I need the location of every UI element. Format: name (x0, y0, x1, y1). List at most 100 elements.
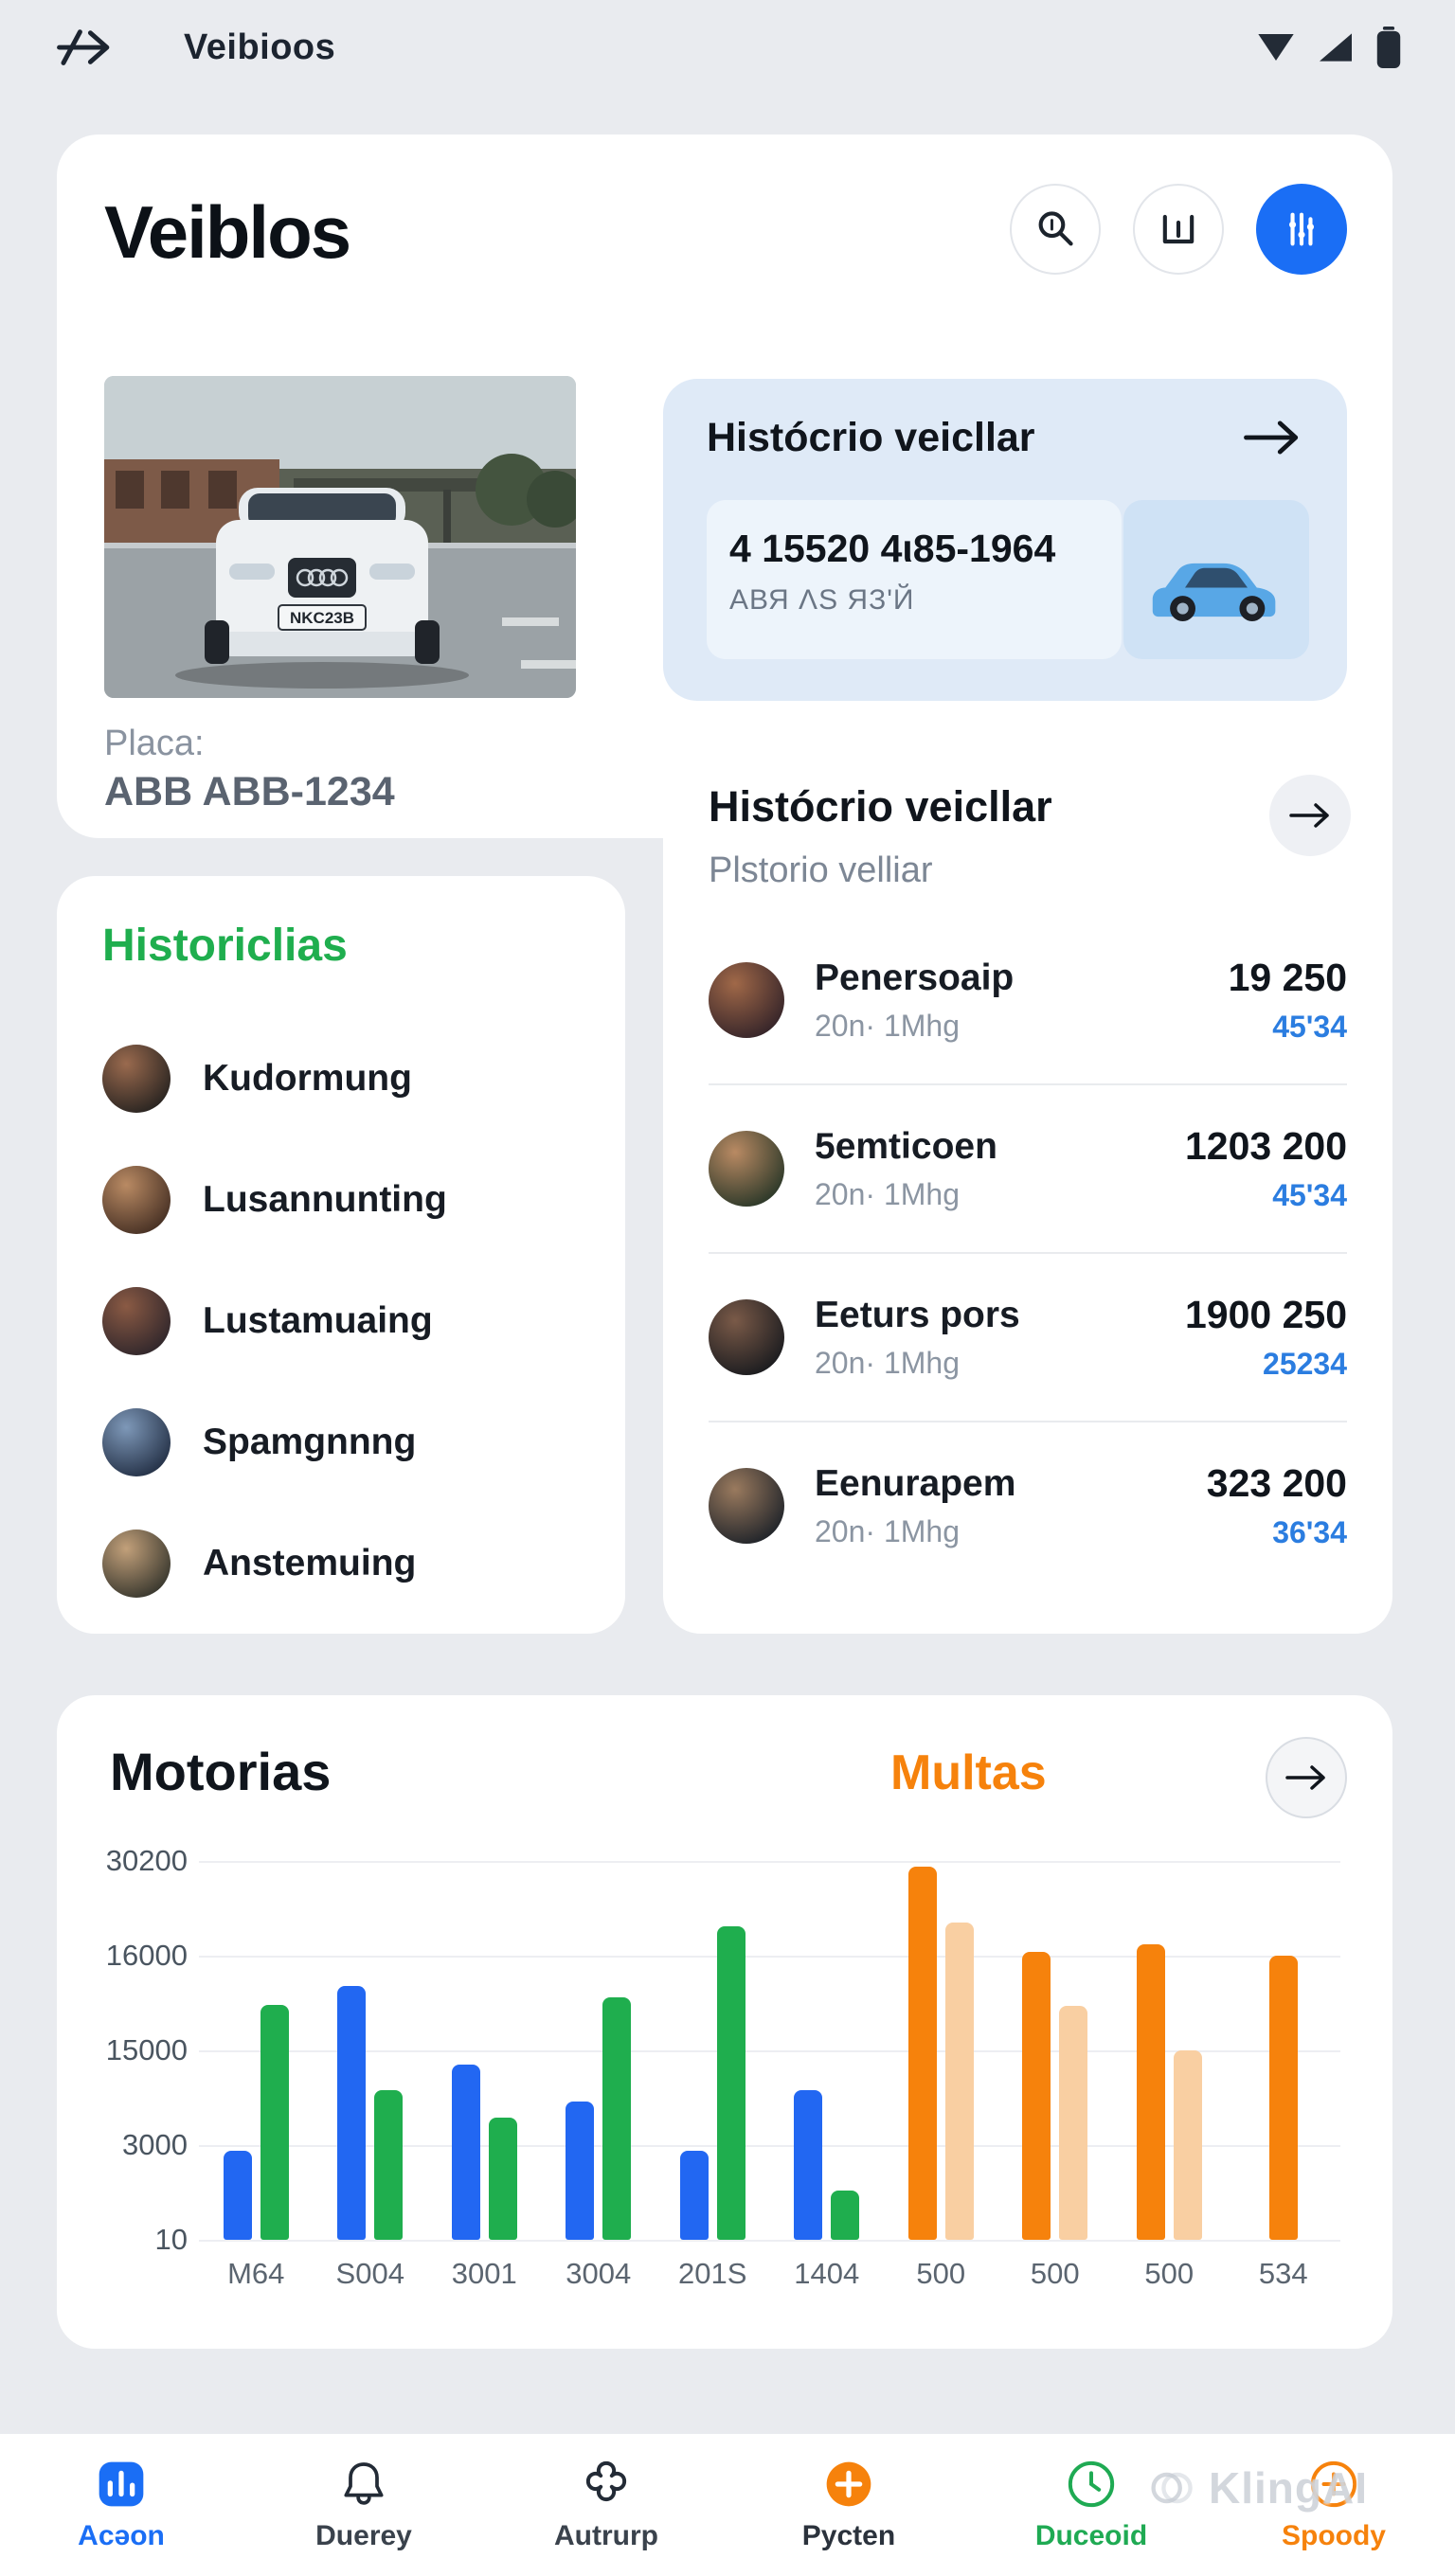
record-subtitle: 20n· 1Mhg (815, 1513, 960, 1548)
records-title: Histócrio veicllar (709, 782, 1052, 831)
bottom-nav: Acǝon Duerey Autrurp Pycten Duceoid Spoody (0, 2434, 1455, 2576)
plus-circle-icon (822, 2458, 875, 2511)
vehicle-records-card: Histócrio veicllar Plstorio velliar Pene… (663, 739, 1392, 1634)
bar-green (831, 2191, 860, 2240)
arrow-right-icon[interactable] (1241, 417, 1303, 458)
chart-category: M64 (199, 1861, 314, 2290)
chart-bars: M64 S004 3001 3004 201S 1404 500 500 500 534 (199, 1861, 1341, 2290)
x-tick-label: 500 (1144, 2257, 1195, 2290)
filter-button[interactable] (1256, 184, 1347, 275)
search-button[interactable] (1010, 184, 1101, 275)
bar-orange (907, 1866, 937, 2240)
clover-icon (580, 2458, 633, 2511)
bar-blue (566, 2102, 595, 2240)
record-row[interactable]: Eenurapem 20n· 1Mhg 323 200 36'34 (709, 1422, 1347, 1589)
bar-green (716, 1926, 745, 2240)
avatar (102, 1166, 171, 1234)
chart-category: S004 (314, 1861, 428, 2290)
record-row[interactable]: Penersoaip 20n· 1Mhg 19 250 45'34 (709, 917, 1347, 1083)
chart-arrow-button[interactable] (1266, 1737, 1347, 1818)
bar-green (602, 1996, 632, 2240)
plus-ring-icon (1307, 2458, 1360, 2511)
avatar (102, 1287, 171, 1355)
row-separator (709, 1083, 1347, 1085)
history-summary-card[interactable]: Histócrio veicllar 4 15520 4ι85-1964 АВЯ… (663, 379, 1347, 701)
bar-orange (1268, 1956, 1298, 2240)
plate-label: Placa: (104, 724, 205, 763)
nav-item-pycten[interactable]: Pycten (728, 2434, 970, 2576)
history-item[interactable]: Spamgnnng (102, 1382, 587, 1503)
page-title: Veiblos (104, 190, 351, 274)
record-subtitle: 20n· 1Mhg (815, 1345, 960, 1380)
record-row[interactable]: 5emticoen 20n· 1Mhg 1203 200 45'34 (709, 1085, 1347, 1252)
historias-title: Historiclias (102, 921, 348, 971)
nav-label: Pycten (801, 2520, 896, 2551)
nav-item-acon[interactable]: Acǝon (0, 2434, 242, 2576)
history-item[interactable]: Anstemuing (102, 1503, 587, 1624)
history-summary-title: Histócrio veicllar (707, 415, 1035, 460)
x-tick-label: 534 (1258, 2257, 1308, 2290)
chart-category: 1404 (770, 1861, 885, 2290)
gridline (199, 2050, 1340, 2052)
chart-category: 534 (1227, 1861, 1341, 2290)
tray-button[interactable] (1133, 184, 1224, 275)
chart-title: Motorias (110, 1742, 332, 1801)
gridline (199, 1861, 1340, 1863)
history-item-label: Spamgnnng (203, 1422, 417, 1462)
records-list: Penersoaip 20n· 1Mhg 19 250 45'34 5emticoen 2… (709, 917, 1347, 1589)
status-bar-title: Veibioos (184, 27, 336, 67)
y-tick-label: 16000 (105, 1939, 188, 1972)
record-subtitle: 20n· 1Mhg (815, 1008, 960, 1043)
historias-card: Historiclias Kudormung Lusannunting Lustam… (57, 876, 625, 1634)
records-subtitle: Plstorio velliar (709, 850, 933, 890)
chart-square-icon (95, 2458, 148, 2511)
nav-label: Duerey (315, 2520, 412, 2551)
chart-category: 500 (884, 1861, 998, 2290)
x-tick-label: M64 (227, 2257, 285, 2290)
car-thumb-icon (1152, 563, 1276, 621)
record-row[interactable]: Eeturs pors 20n· 1Mhg 1900 250 25234 (709, 1254, 1347, 1421)
chart-category: 201S (656, 1861, 770, 2290)
bar-blue (679, 2150, 709, 2240)
header-actions (1010, 184, 1347, 275)
license-plate-text: NKC23B (290, 609, 354, 627)
status-bar: Veibioos (0, 0, 1455, 95)
history-item[interactable]: Kudormung (102, 1018, 587, 1139)
equalizer-icon (1289, 212, 1314, 246)
battery-icon (1375, 27, 1402, 68)
avatar (709, 1131, 784, 1207)
chart-y-axis: 30200 16000 15000 3000 10 (85, 1844, 188, 2256)
x-tick-label: 201S (678, 2257, 747, 2290)
vehicle-thumbnail (1123, 500, 1309, 659)
chart-plot: M64 S004 3001 3004 201S 1404 500 500 500 534 (199, 1861, 1341, 2290)
bar-blue (223, 2150, 252, 2240)
bar-light-orange (1173, 2050, 1202, 2240)
history-item-label: Kudormung (203, 1058, 412, 1099)
history-item[interactable]: Lusannunting (102, 1139, 587, 1261)
gridline (199, 2145, 1340, 2147)
bar-blue (337, 1985, 367, 2240)
history-item[interactable]: Lustamuaing (102, 1261, 587, 1382)
signal-icon (1317, 31, 1355, 63)
nav-item-duerey[interactable]: Duerey (242, 2434, 485, 2576)
back-arrow-icon[interactable] (53, 25, 119, 70)
y-tick-label: 3000 (122, 2128, 188, 2161)
nav-item-autrurp[interactable]: Autrurp (485, 2434, 728, 2576)
x-tick-label: 3004 (566, 2257, 632, 2290)
nav-item-duceoid[interactable]: Duceoid (970, 2434, 1212, 2576)
record-value: 1900 250 (1184, 1293, 1347, 1336)
vehicle-photo[interactable]: NKC23B (104, 376, 576, 698)
arrow-right-icon (1285, 1765, 1325, 1790)
gridline (199, 1956, 1340, 1958)
avatar (102, 1408, 171, 1476)
record-value: 323 200 (1206, 1461, 1347, 1505)
gridline (199, 2240, 1340, 2242)
bar-light-orange (1059, 2005, 1088, 2240)
nav-item-spoody[interactable]: Spoody (1212, 2434, 1455, 2576)
nav-label: Acǝon (78, 2520, 165, 2551)
records-arrow-button[interactable] (1269, 775, 1351, 856)
record-value-sub: 36'34 (1272, 1515, 1347, 1549)
refresh-circle-icon (1065, 2458, 1118, 2511)
vehicle-overview-card: Veiblos (57, 134, 1392, 838)
